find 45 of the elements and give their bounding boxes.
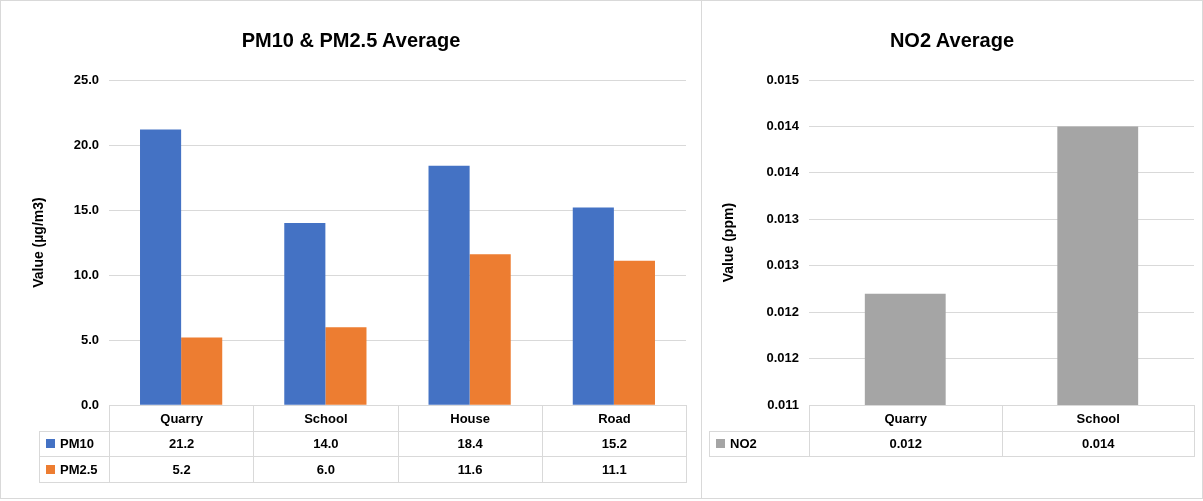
y-tick-label: 0.013 bbox=[766, 210, 799, 226]
y-tick-label: 0.014 bbox=[766, 164, 800, 180]
y-tick-label: 0.012 bbox=[766, 303, 799, 319]
y-tick-label: 0.0 bbox=[80, 396, 99, 412]
data-label: 0.012 bbox=[809, 430, 1003, 458]
data-label: 18.4 bbox=[397, 430, 543, 458]
bar bbox=[613, 260, 655, 405]
y-tick-label: 0.014 bbox=[766, 118, 800, 134]
x-tick-label: Quarry bbox=[809, 405, 1003, 432]
y-tick-label: 25.0 bbox=[73, 71, 99, 87]
y-tick-label: 10.0 bbox=[73, 266, 99, 282]
y-tick-label: 0.013 bbox=[766, 257, 799, 273]
legend-label: NO2 bbox=[709, 430, 810, 458]
x-tick-label: Quarry bbox=[109, 405, 255, 432]
legend-label: PM10 bbox=[39, 430, 110, 458]
bar bbox=[140, 129, 182, 405]
data-label: 11.1 bbox=[541, 456, 687, 483]
bar bbox=[572, 207, 614, 405]
y-axis-title: Value (µg/m3) bbox=[30, 197, 47, 288]
x-tick-label: School bbox=[1001, 405, 1195, 432]
chart-title: PM10 & PM2.5 Average bbox=[240, 29, 462, 52]
bar bbox=[181, 337, 223, 405]
legend-label: PM2.5 bbox=[39, 456, 110, 483]
data-label: 14.0 bbox=[253, 430, 399, 458]
x-tick-label: Road bbox=[541, 405, 687, 432]
data-label: 0.014 bbox=[1001, 430, 1195, 458]
y-tick-label: 0.011 bbox=[767, 396, 799, 412]
data-label: 6.0 bbox=[253, 456, 399, 483]
bar bbox=[469, 254, 511, 405]
data-label: 11.6 bbox=[397, 456, 543, 483]
bar bbox=[284, 223, 326, 405]
y-axis-title: Value (ppm) bbox=[720, 202, 737, 283]
chart-title: NO2 Average bbox=[888, 29, 1016, 52]
x-tick-label: House bbox=[397, 405, 543, 432]
bar bbox=[325, 327, 367, 405]
y-tick-label: 5.0 bbox=[80, 331, 99, 347]
y-tick-label: 0.015 bbox=[766, 71, 799, 87]
y-tick-label: 15.0 bbox=[73, 201, 99, 217]
bar bbox=[428, 165, 470, 405]
data-label: 21.2 bbox=[109, 430, 255, 458]
y-tick-label: 20.0 bbox=[73, 136, 99, 152]
y-tick-label: 0.012 bbox=[766, 350, 799, 366]
x-tick-label: School bbox=[253, 405, 399, 432]
data-label: 15.2 bbox=[541, 430, 687, 458]
data-label: 5.2 bbox=[109, 456, 255, 483]
